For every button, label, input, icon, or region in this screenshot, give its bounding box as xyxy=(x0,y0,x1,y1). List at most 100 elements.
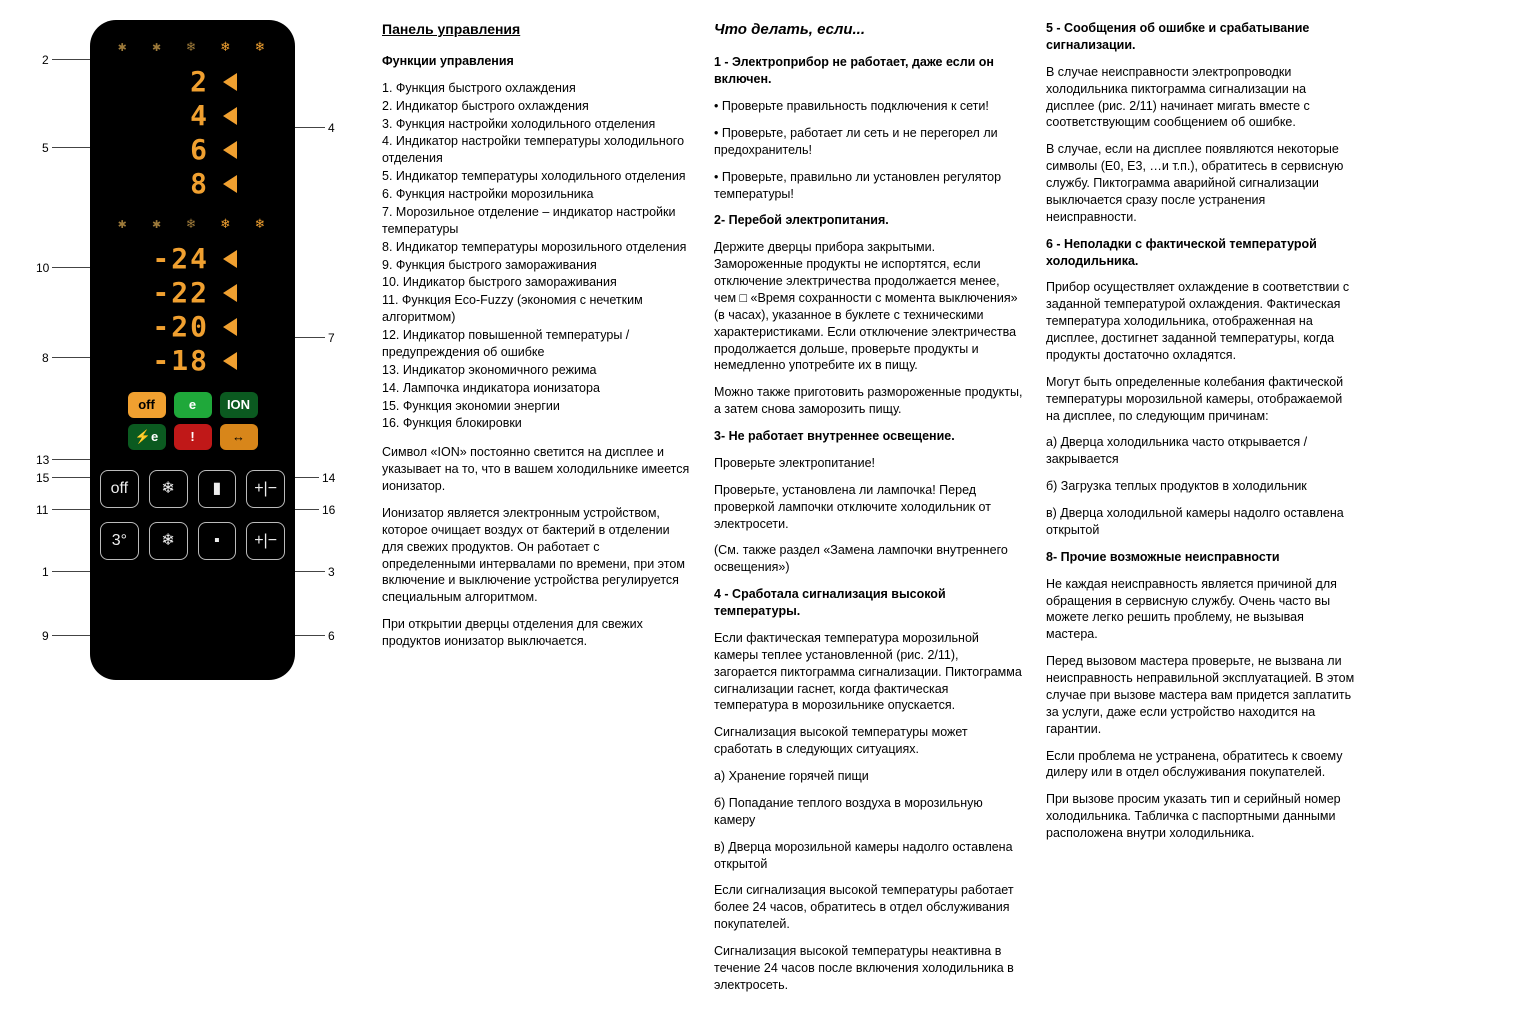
func-item: 15. Функция экономии энергии xyxy=(382,398,692,415)
eco-chip: e xyxy=(174,392,212,418)
temp-value: 4 xyxy=(147,97,209,135)
ts6-line: Могут быть определенные колебания фактич… xyxy=(1046,374,1356,425)
ts1-line: • Проверьте правильность подключения к с… xyxy=(714,98,1024,115)
functions-column: Панель управления Функции управления 1. … xyxy=(382,20,692,1004)
snowflake-icon: ✱ xyxy=(152,215,163,234)
ts4-line: в) Дверца морозильной камеры надолго ост… xyxy=(714,839,1024,873)
control-panel: ✱ ✱ ❄ ❄ ❄ 2 4 6 xyxy=(90,20,295,680)
func-item: 7. Морозильное отделение – индикатор нас… xyxy=(382,204,692,238)
fridge-off-button[interactable]: off xyxy=(100,470,139,508)
panel-wrapper: 2 5 10 8 13 15 11 1 9 4 7 14 16 3 6 xyxy=(20,20,350,700)
indicator-triangle-icon xyxy=(223,107,237,125)
ts2-line: Держите дверцы прибора закрытыми. Заморо… xyxy=(714,239,1024,374)
ts6-line: б) Загрузка теплых продуктов в холодильн… xyxy=(1046,478,1356,495)
panel-heading: Панель управления xyxy=(382,20,692,39)
callout-1: 1 xyxy=(42,564,49,580)
ts3-line: Проверьте, установлена ли лампочка! Пере… xyxy=(714,482,1024,533)
freezer-temp-20: -20 xyxy=(100,310,285,344)
callout-9: 9 xyxy=(42,628,49,644)
ts5-heading: 5 - Сообщения об ошибке и срабатывание с… xyxy=(1046,20,1356,54)
ts6-line: Прибор осуществляет охлаждение в соответ… xyxy=(1046,279,1356,363)
callout-3: 3 xyxy=(328,564,335,580)
temp-value: 2 xyxy=(147,63,209,101)
lock-chip: ↔ xyxy=(220,424,258,450)
func-item: 5. Индикатор температуры холодильного от… xyxy=(382,168,692,185)
freezer-3deg-button[interactable]: 3° xyxy=(100,522,139,560)
ts4-line: б) Попадание теплого воздуха в морозильн… xyxy=(714,795,1024,829)
indicator-triangle-icon xyxy=(223,141,237,159)
snowflake-icon: ✱ xyxy=(118,38,129,57)
ion-note-3: При открытии дверцы отделения для свежих… xyxy=(382,616,692,650)
fridge-temp-4: 4 xyxy=(100,99,285,133)
fridge-temp-button[interactable]: +|− xyxy=(246,470,285,508)
callout-8: 8 xyxy=(42,350,49,366)
ts4-line: Если фактическая температура морозильной… xyxy=(714,630,1024,714)
indicator-triangle-icon xyxy=(223,250,237,268)
snowflake-icon: ✱ xyxy=(118,215,129,234)
func-item: 9. Функция быстрого замораживания xyxy=(382,257,692,274)
troubleshoot-column-b: 5 - Сообщения об ошибке и срабатывание с… xyxy=(1046,20,1356,1004)
ts8-heading: 8- Прочие возможные неисправности xyxy=(1046,549,1356,566)
fridge-mode-button[interactable]: ▮ xyxy=(198,470,237,508)
indicator-triangle-icon xyxy=(223,318,237,336)
alarm-chip: ! xyxy=(174,424,212,450)
freezer-mode-button[interactable]: ▪ xyxy=(198,522,237,560)
ts8-line: При вызове просим указать тип и серийный… xyxy=(1046,791,1356,842)
ion-chip: ION xyxy=(220,392,258,418)
func-item: 10. Индикатор быстрого замораживания xyxy=(382,274,692,291)
freezer-snowflake-row: ✱ ✱ ❄ ❄ ❄ xyxy=(100,211,285,242)
indicator-row-2: ⚡e ! ↔ xyxy=(100,424,285,450)
func-item: 6. Функция настройки морозильника xyxy=(382,186,692,203)
indicator-row-1: off e ION xyxy=(100,392,285,418)
ts1-line: • Проверьте, правильно ли установлен рег… xyxy=(714,169,1024,203)
energy-off-chip: off xyxy=(128,392,166,418)
fast-cool-button[interactable]: ❄ xyxy=(149,470,188,508)
indicator-triangle-icon xyxy=(223,175,237,193)
fridge-temp-6: 6 xyxy=(100,133,285,167)
freezer-temp-24: -24 xyxy=(100,242,285,276)
freezer-temp-button[interactable]: +|− xyxy=(246,522,285,560)
callout-13: 13 xyxy=(36,452,49,468)
callout-11: 11 xyxy=(36,502,48,518)
fridge-temp-8: 8 xyxy=(100,167,285,201)
freezer-temp-18: -18 xyxy=(100,344,285,378)
func-item: 14. Лампочка индикатора ионизатора xyxy=(382,380,692,397)
func-item: 1. Функция быстрого охлаждения xyxy=(382,80,692,97)
ts8-line: Перед вызовом мастера проверьте, не вызв… xyxy=(1046,653,1356,737)
freezer-temp-22: -22 xyxy=(100,276,285,310)
ts3-line: Проверьте электропитание! xyxy=(714,455,1024,472)
temp-value: 8 xyxy=(147,165,209,203)
ts4-heading: 4 - Сработала сигнализация высокой темпе… xyxy=(714,586,1024,620)
ts4-line: Сигнализация высокой температуры неактив… xyxy=(714,943,1024,994)
callout-7: 7 xyxy=(328,330,335,346)
callout-16: 16 xyxy=(322,502,335,518)
func-item: 8. Индикатор температуры морозильного от… xyxy=(382,239,692,256)
indicator-triangle-icon xyxy=(223,284,237,302)
func-item: 11. Функция Eco-Fuzzy (экономия с нечетк… xyxy=(382,292,692,326)
snowflake-icon: ❄ xyxy=(187,38,198,57)
ts8-line: Если проблема не устранена, обратитесь к… xyxy=(1046,748,1356,782)
callout-15: 15 xyxy=(36,470,49,486)
func-item: 13. Индикатор экономичного режима xyxy=(382,362,692,379)
button-row-freezer: 3° ❄ ▪ +|− xyxy=(100,522,285,560)
callout-6: 6 xyxy=(328,628,335,644)
control-panel-figure: 2 5 10 8 13 15 11 1 9 4 7 14 16 3 6 xyxy=(20,20,360,1004)
temp-value: 6 xyxy=(147,131,209,169)
functions-list: 1. Функция быстрого охлаждения 2. Индика… xyxy=(382,80,692,433)
snowflake-icon: ❄ xyxy=(187,215,198,234)
callout-10: 10 xyxy=(36,260,49,276)
indicator-triangle-icon xyxy=(223,352,237,370)
fridge-temp-2: 2 xyxy=(100,65,285,99)
ts6-line: а) Дверца холодильника часто открывается… xyxy=(1046,434,1356,468)
ts3-line: (См. также раздел «Замена лампочки внутр… xyxy=(714,542,1024,576)
callout-14: 14 xyxy=(322,470,335,486)
fast-freeze-button[interactable]: ❄ xyxy=(149,522,188,560)
ts4-line: Сигнализация высокой температуры может с… xyxy=(714,724,1024,758)
snowflake-icon: ❄ xyxy=(221,38,232,57)
ts4-line: Если сигнализация высокой температуры ра… xyxy=(714,882,1024,933)
func-item: 3. Функция настройки холодильного отделе… xyxy=(382,116,692,133)
ts3-heading: 3- Не работает внутреннее освещение. xyxy=(714,428,1024,445)
ts5-line: В случае, если на дисплее появляются нек… xyxy=(1046,141,1356,225)
func-item: 12. Индикатор повышенной температуры / п… xyxy=(382,327,692,361)
temp-value: -22 xyxy=(147,274,209,312)
